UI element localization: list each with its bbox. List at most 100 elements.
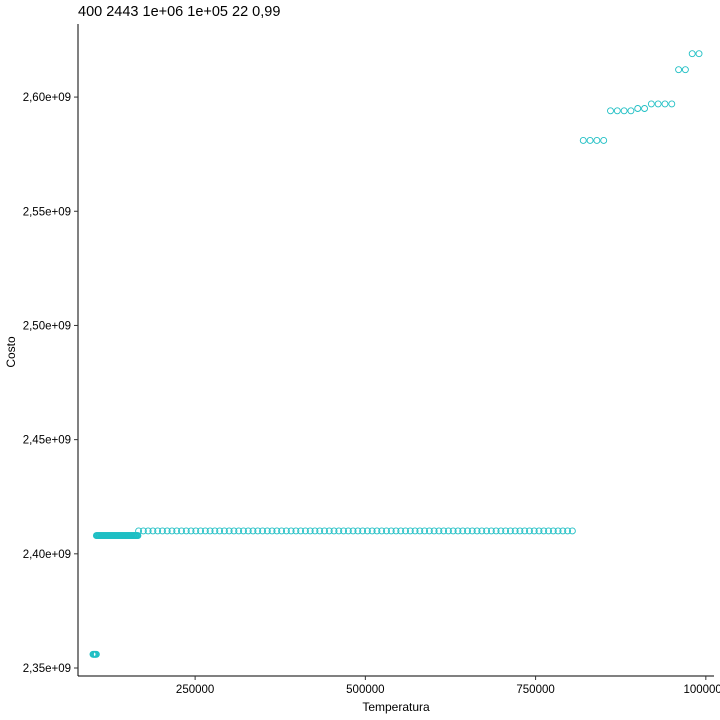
data-point — [240, 527, 247, 535]
data-point — [681, 66, 689, 74]
data-point — [516, 527, 524, 535]
data-point — [139, 527, 147, 535]
data-point — [568, 527, 576, 535]
data-point — [473, 527, 481, 535]
data-point — [134, 532, 142, 539]
data-point — [244, 527, 252, 535]
data-point — [373, 527, 381, 535]
data-point — [225, 527, 233, 535]
data-point — [492, 527, 500, 535]
data-point — [647, 100, 655, 108]
data-point — [206, 527, 214, 535]
data-point — [688, 50, 696, 58]
data-point — [259, 527, 266, 535]
data-point — [483, 527, 491, 535]
data-point — [627, 107, 635, 115]
data-point — [545, 527, 552, 535]
y-tick-label: 2,55e+09 — [23, 206, 71, 218]
data-point — [278, 527, 286, 535]
data-point — [378, 527, 386, 535]
data-point — [325, 527, 333, 535]
data-point — [149, 527, 157, 535]
data-point — [211, 527, 219, 535]
data-point — [530, 527, 538, 535]
data-point — [249, 527, 257, 535]
x-tick-label: 500000 — [346, 684, 384, 696]
data-point — [359, 527, 367, 535]
data-point — [444, 527, 452, 535]
x-axis: 250000 500000 750000 1000000 — [176, 676, 720, 696]
data-point — [273, 527, 281, 535]
data-point — [235, 527, 243, 535]
data-point — [344, 527, 352, 535]
data-point — [311, 527, 319, 535]
data-point — [654, 100, 662, 108]
data-point — [173, 527, 181, 535]
data-point — [192, 527, 200, 535]
data-point — [607, 107, 614, 115]
data-point — [363, 527, 371, 535]
data-point — [549, 527, 557, 535]
data-point — [511, 527, 519, 535]
data-point — [440, 527, 448, 535]
data-point — [135, 527, 143, 535]
y-tick-label: 2,45e+09 — [23, 435, 71, 447]
data-point — [321, 527, 328, 535]
data-point — [263, 527, 271, 535]
data-point — [406, 527, 414, 535]
data-point — [306, 527, 314, 535]
x-axis-title: Temperatura — [362, 700, 430, 714]
data-point — [449, 527, 457, 535]
data-point — [506, 527, 514, 535]
data-point — [661, 100, 669, 108]
data-point — [178, 527, 185, 535]
data-point — [695, 50, 703, 58]
data-point — [201, 527, 209, 535]
data-point — [144, 527, 152, 535]
data-point — [425, 527, 433, 535]
data-point — [368, 527, 376, 535]
data-point — [282, 527, 290, 535]
data-point — [287, 527, 295, 535]
data-point — [435, 527, 443, 535]
data-point — [182, 527, 190, 535]
data-point — [554, 527, 562, 535]
x-tick-label: 250000 — [176, 684, 214, 696]
data-point — [586, 137, 594, 144]
data-point — [593, 137, 601, 144]
y-tick-label: 2,50e+09 — [23, 320, 71, 332]
chart-title: 400 2443 1e+06 1e+05 22 0,99 — [78, 4, 280, 20]
y-tick-label: 2,40e+09 — [23, 549, 71, 561]
data-points — [89, 50, 703, 658]
data-point — [92, 650, 100, 658]
x-tick-label: 750000 — [516, 684, 554, 696]
data-point — [600, 137, 608, 144]
data-point — [397, 527, 405, 535]
data-point — [521, 527, 529, 535]
data-point — [411, 527, 419, 535]
data-point — [340, 527, 348, 535]
data-point — [301, 527, 309, 535]
data-point — [579, 137, 587, 144]
data-point — [634, 105, 642, 112]
data-point — [402, 527, 409, 535]
data-point — [392, 527, 400, 535]
data-point — [163, 527, 171, 535]
data-point — [502, 527, 510, 535]
data-point — [559, 527, 567, 535]
data-point — [535, 527, 543, 535]
data-point — [613, 107, 621, 115]
data-point — [416, 527, 424, 535]
data-point — [564, 527, 572, 535]
y-axis: 2,35e+09 2,40e+09 2,45e+09 2,50e+09 2,55e+09… — [23, 92, 78, 675]
data-point — [459, 527, 467, 535]
data-point — [421, 527, 429, 535]
data-point — [464, 527, 471, 535]
data-point — [387, 527, 395, 535]
data-point — [158, 527, 166, 535]
data-point — [641, 105, 648, 112]
data-point — [487, 527, 495, 535]
data-point — [526, 527, 533, 535]
data-point — [454, 527, 462, 535]
